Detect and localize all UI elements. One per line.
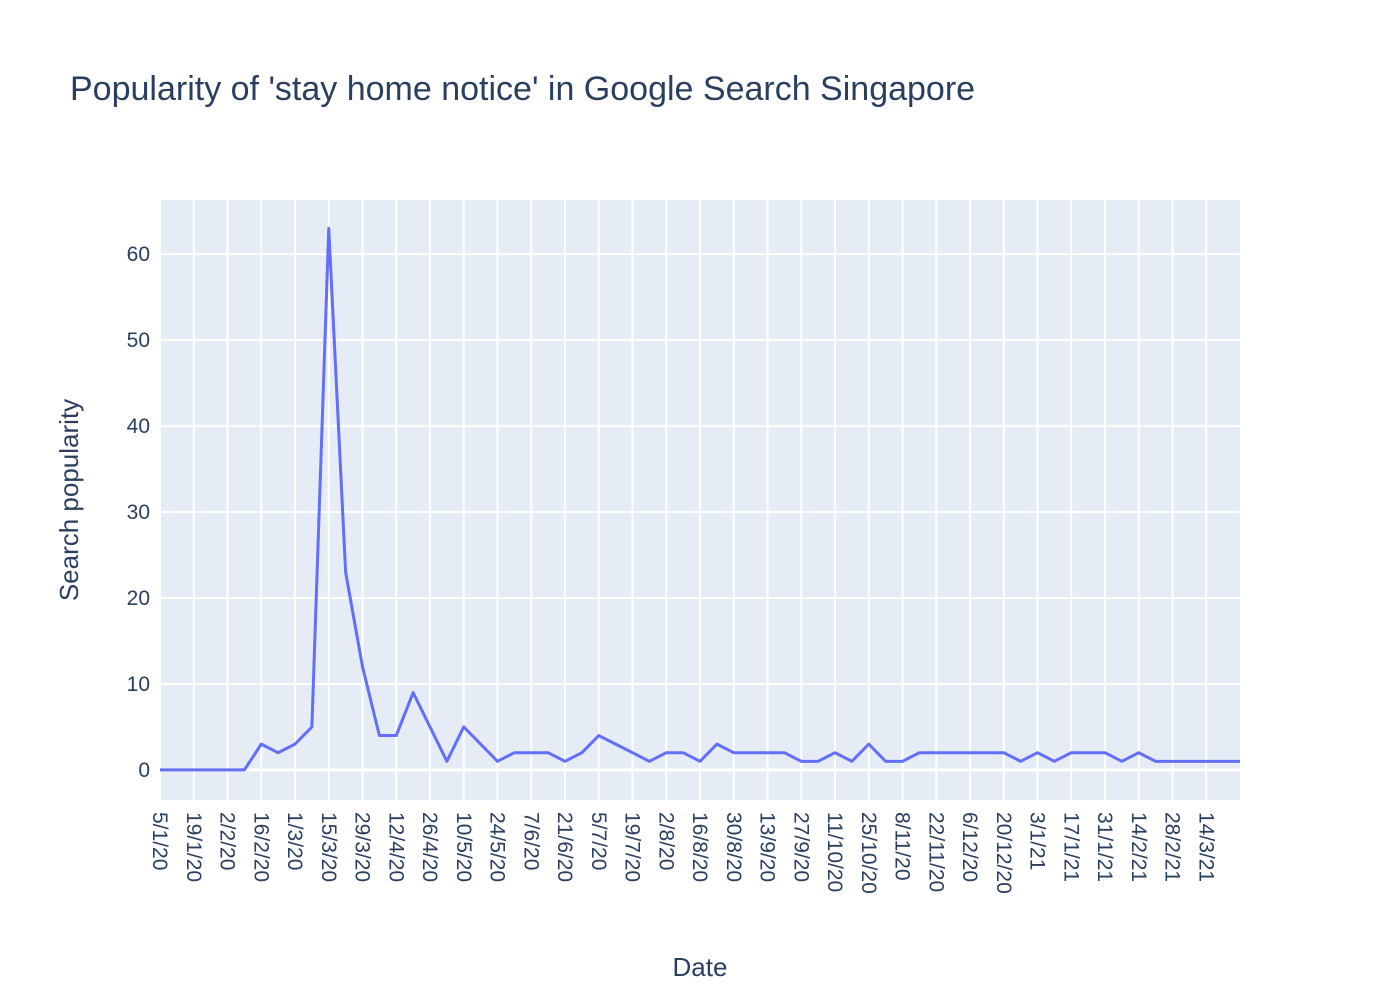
x-tick-label: 10/5/20 — [452, 812, 475, 882]
x-tick-label: 19/7/20 — [621, 812, 644, 882]
x-axis-ticks: 5/1/20 19/1/20 2/2/20 16/2/20 1/3/20 15/3/20 2… — [148, 812, 1217, 894]
y-tick-label: 0 — [138, 759, 150, 782]
x-tick-label: 13/9/20 — [756, 812, 779, 882]
x-axis-title: Date — [673, 952, 728, 982]
x-tick-label: 15/3/20 — [317, 812, 340, 882]
x-tick-label: 1/3/20 — [283, 812, 306, 870]
x-tick-label: 3/1/21 — [1026, 812, 1049, 870]
x-tick-label: 5/1/20 — [148, 812, 171, 870]
y-axis-ticks: 0 10 20 30 40 50 60 — [127, 243, 150, 782]
x-tick-label: 5/7/20 — [587, 812, 610, 870]
x-tick-label: 27/9/20 — [789, 812, 812, 882]
x-tick-label: 14/3/21 — [1194, 812, 1217, 882]
x-tick-label: 30/8/20 — [722, 812, 745, 882]
x-tick-label: 31/1/21 — [1093, 812, 1116, 882]
y-tick-label: 50 — [127, 329, 150, 352]
x-tick-label: 2/2/20 — [216, 812, 239, 870]
x-tick-label: 25/10/20 — [857, 812, 880, 894]
x-tick-label: 16/2/20 — [249, 812, 272, 882]
y-tick-label: 20 — [127, 587, 150, 610]
y-tick-label: 40 — [127, 415, 150, 438]
y-tick-label: 30 — [127, 501, 150, 524]
gridlines — [159, 200, 1240, 800]
x-tick-label: 24/5/20 — [486, 812, 509, 882]
x-tick-label: 2/8/20 — [654, 812, 677, 870]
chart-title: Popularity of 'stay home notice' in Goog… — [70, 70, 975, 108]
x-tick-label: 7/6/20 — [519, 812, 542, 870]
x-tick-label: 12/4/20 — [384, 812, 407, 882]
y-axis-title: Search popularity — [54, 399, 84, 601]
x-tick-label: 28/2/21 — [1161, 812, 1184, 882]
x-tick-label: 17/1/21 — [1059, 812, 1082, 882]
x-tick-label: 22/11/20 — [924, 812, 947, 892]
x-tick-label: 11/10/20 — [823, 812, 846, 892]
x-tick-label: 16/8/20 — [688, 812, 711, 882]
x-tick-label: 19/1/20 — [182, 812, 205, 882]
x-tick-label: 29/3/20 — [351, 812, 374, 882]
x-tick-label: 14/2/21 — [1127, 812, 1150, 882]
x-tick-label: 6/12/20 — [958, 812, 981, 882]
x-tick-label: 20/12/20 — [992, 812, 1015, 894]
x-tick-label: 26/4/20 — [418, 812, 441, 882]
y-tick-label: 10 — [127, 673, 150, 696]
x-tick-label: 8/11/20 — [891, 812, 914, 881]
y-tick-label: 60 — [127, 243, 150, 266]
x-tick-label: 21/6/20 — [553, 812, 576, 882]
series-line — [160, 226, 1240, 772]
